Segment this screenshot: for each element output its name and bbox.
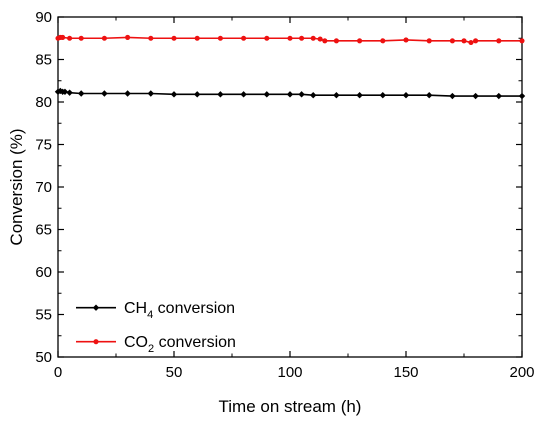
- legend-label: CO2 conversion: [124, 334, 236, 355]
- data-point: [264, 35, 270, 41]
- legend-label-rest: conversion: [153, 300, 235, 317]
- data-point: [426, 92, 433, 99]
- data-point: [310, 92, 317, 99]
- data-point: [518, 92, 526, 100]
- data-point: [60, 34, 66, 40]
- data-point: [240, 91, 247, 98]
- data-point: [101, 90, 108, 97]
- data-point: [171, 35, 177, 41]
- data-point: [402, 92, 410, 99]
- data-point: [241, 35, 247, 41]
- x-tick-label: 0: [54, 364, 62, 381]
- series-layer: [54, 34, 526, 100]
- data-point: [356, 92, 363, 99]
- data-point: [322, 38, 328, 44]
- data-point: [78, 90, 85, 97]
- data-point: [461, 38, 467, 44]
- y-tick-label: 55: [35, 307, 52, 324]
- y-axis-title: Conversion (%): [7, 128, 26, 245]
- data-point: [125, 34, 131, 40]
- y-tick-label: 75: [35, 137, 52, 154]
- data-point: [170, 91, 178, 98]
- data-point: [333, 92, 340, 99]
- legend-label-rest: conversion: [154, 334, 236, 351]
- data-point: [379, 92, 386, 99]
- data-point: [287, 35, 293, 41]
- data-point: [78, 35, 84, 41]
- y-tick-label: 90: [35, 9, 52, 26]
- data-point: [310, 35, 316, 41]
- x-tick-label: 100: [277, 364, 302, 381]
- x-tick-label: 50: [166, 364, 183, 381]
- legend-label-subscript: 2: [148, 343, 154, 355]
- data-point: [317, 36, 323, 42]
- data-point: [217, 35, 223, 41]
- data-point: [147, 90, 154, 97]
- series-ch4: [54, 87, 526, 100]
- data-point: [495, 92, 502, 100]
- data-point: [496, 38, 502, 44]
- legend-label-main: CO: [124, 334, 148, 351]
- data-point: [519, 38, 525, 44]
- data-point: [468, 39, 474, 46]
- data-point: [472, 92, 479, 100]
- legend-label-main: CH: [124, 300, 147, 317]
- data-point: [449, 38, 455, 44]
- data-point: [263, 91, 270, 98]
- data-point: [66, 89, 73, 96]
- legend-label: CH4 conversion: [124, 300, 235, 321]
- data-point: [357, 38, 363, 44]
- data-point: [194, 35, 200, 41]
- legend-marker: [92, 304, 100, 311]
- data-point: [380, 38, 386, 44]
- legend-label-subscript: 4: [147, 309, 153, 321]
- y-tick-label: 80: [35, 94, 52, 111]
- data-point: [61, 88, 69, 95]
- data-point: [194, 91, 201, 98]
- data-point: [333, 38, 339, 44]
- data-point: [473, 38, 479, 44]
- data-point: [101, 35, 107, 41]
- legend-marker: [93, 339, 99, 345]
- y-tick-label: 50: [35, 349, 52, 366]
- data-point: [449, 92, 456, 100]
- data-point: [299, 35, 305, 41]
- legend-entry-ch4: CH4 conversion: [76, 300, 235, 321]
- data-point: [124, 90, 131, 97]
- data-point: [148, 35, 154, 41]
- data-point: [67, 35, 73, 41]
- y-tick-label: 70: [35, 179, 52, 196]
- x-tick-label: 200: [509, 364, 534, 381]
- data-point: [426, 38, 432, 44]
- legend-entry-co2: CO2 conversion: [76, 334, 236, 355]
- series-co2: [55, 34, 525, 46]
- data-point: [403, 37, 409, 43]
- x-axis-title: Time on stream (h): [219, 397, 362, 416]
- data-point: [217, 91, 224, 98]
- y-tick-label: 60: [35, 264, 52, 281]
- x-tick-label: 150: [393, 364, 418, 381]
- y-tick-label: 65: [35, 222, 52, 239]
- y-tick-label: 85: [35, 52, 52, 69]
- data-point: [286, 91, 294, 98]
- data-point: [298, 91, 305, 98]
